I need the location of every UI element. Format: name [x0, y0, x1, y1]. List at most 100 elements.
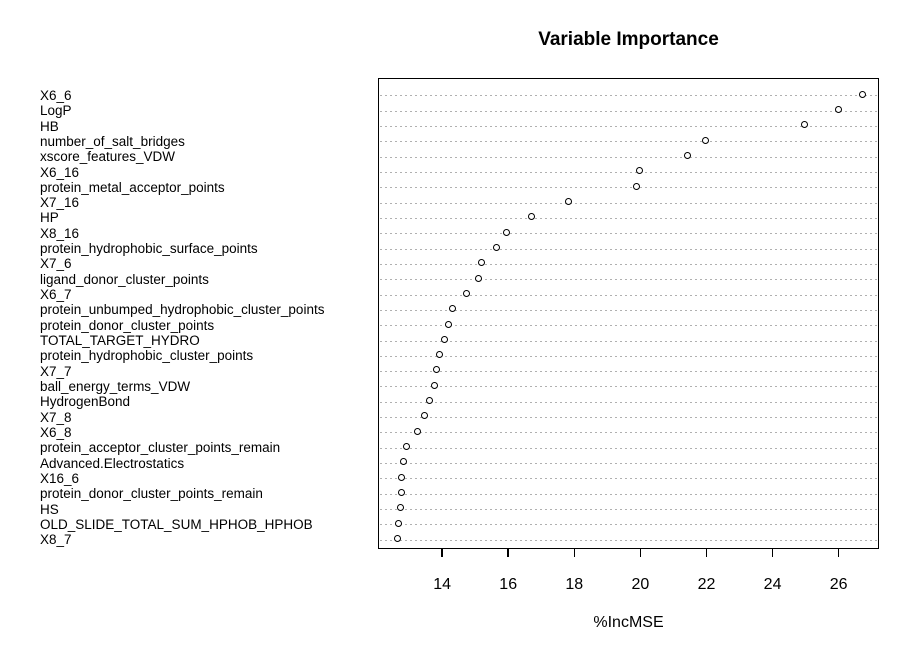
category-label: X8_7 — [40, 532, 72, 548]
gridline — [380, 447, 877, 449]
gridline — [380, 463, 877, 465]
data-point — [431, 381, 439, 389]
category-label: protein_donor_cluster_points_remain — [40, 486, 263, 502]
data-point — [436, 351, 444, 359]
gridline — [380, 141, 877, 143]
category-label: X7_6 — [40, 256, 72, 272]
x-axis-tick — [639, 549, 642, 557]
gridline — [380, 386, 877, 388]
data-point — [492, 243, 500, 251]
category-label: X6_16 — [40, 164, 80, 180]
x-axis-tick-label: 18 — [565, 576, 584, 593]
gridline — [380, 371, 877, 373]
gridline — [380, 172, 877, 173]
data-point — [477, 259, 485, 267]
gridline — [380, 202, 877, 204]
data-point — [858, 90, 866, 98]
gridline — [380, 279, 877, 281]
category-label: TOTAL_TARGET_HYDRO — [40, 333, 200, 349]
gridline — [380, 401, 877, 403]
gridline — [380, 340, 877, 342]
x-axis-tick-label: 26 — [829, 576, 848, 593]
data-point — [448, 305, 456, 313]
x-axis-tick-label: 16 — [499, 576, 518, 593]
gridline — [380, 478, 877, 480]
x-axis-tick-label: 24 — [763, 576, 782, 593]
gridline — [380, 156, 877, 158]
gridline — [380, 248, 877, 250]
data-point — [684, 151, 692, 159]
data-point — [421, 412, 429, 420]
category-label: protein_unbumped_hydrophobic_cluster_poi… — [40, 302, 325, 318]
category-label: X8_16 — [40, 225, 80, 241]
category-label: xscore_features_VDW — [40, 149, 176, 165]
data-point — [394, 519, 402, 527]
gridline — [380, 217, 877, 219]
chart-title: Variable Importance — [538, 29, 719, 50]
gridline — [380, 233, 877, 235]
x-axis-tick — [771, 549, 774, 557]
x-axis-tick — [507, 549, 509, 557]
gridline — [380, 309, 877, 311]
gridline — [380, 493, 877, 495]
x-axis-tick — [573, 549, 576, 557]
category-label: OLD_SLIDE_TOTAL_SUM_HPHOB_HPHOB — [40, 516, 313, 532]
category-label: ligand_donor_cluster_points — [40, 271, 209, 287]
category-label: protein_donor_cluster_points — [40, 317, 215, 333]
gridline — [380, 263, 877, 265]
data-point — [413, 427, 421, 435]
data-point — [400, 458, 408, 466]
category-label: HP — [40, 210, 59, 226]
gridline — [380, 417, 877, 419]
gridline — [380, 110, 877, 112]
gridline — [380, 524, 877, 526]
gridline — [380, 187, 877, 189]
data-point — [564, 197, 572, 205]
data-point — [527, 213, 535, 221]
gridline — [380, 95, 877, 97]
category-label: Advanced.Electrostatics — [40, 455, 185, 471]
gridline — [380, 126, 877, 128]
data-point — [462, 289, 470, 297]
data-point — [633, 182, 641, 190]
gridline — [380, 539, 877, 541]
x-axis-tick — [837, 549, 840, 557]
category-label: X7_8 — [40, 409, 72, 425]
category-label: HB — [40, 118, 59, 134]
data-point — [393, 534, 401, 542]
x-axis-tick-label: 14 — [433, 576, 451, 593]
category-label: number_of_salt_bridges — [40, 133, 185, 149]
data-point — [425, 397, 433, 405]
category-label: LogP — [40, 103, 72, 119]
data-point — [403, 443, 411, 451]
x-axis-tick — [705, 549, 708, 557]
category-label: X6_6 — [40, 87, 72, 103]
category-label: protein_metal_acceptor_points — [40, 179, 225, 195]
category-label: protein_hydrophobic_cluster_points — [40, 348, 254, 364]
category-label: X7_7 — [40, 363, 72, 379]
data-point — [635, 167, 643, 175]
category-label: X6_7 — [40, 287, 72, 303]
data-point — [502, 228, 510, 236]
category-label: ball_energy_terms_VDW — [40, 378, 191, 394]
gridline — [380, 325, 877, 327]
category-label: X7_16 — [40, 195, 80, 211]
data-point — [445, 320, 453, 328]
x-axis-tick-label: 20 — [631, 576, 650, 593]
data-point — [701, 136, 709, 144]
gridline — [380, 509, 877, 511]
gridline — [380, 294, 877, 296]
data-point — [398, 489, 406, 497]
data-point — [441, 335, 449, 343]
gridline — [380, 355, 877, 357]
data-point — [398, 473, 406, 481]
x-axis-tick — [441, 549, 443, 557]
x-axis-title: %IncMSE — [593, 614, 664, 631]
data-point — [432, 366, 440, 374]
data-point — [801, 121, 809, 129]
data-point — [397, 504, 405, 512]
category-label: protein_hydrophobic_surface_points — [40, 241, 258, 257]
x-axis-tick-label: 22 — [697, 576, 716, 593]
gridline — [380, 432, 877, 434]
